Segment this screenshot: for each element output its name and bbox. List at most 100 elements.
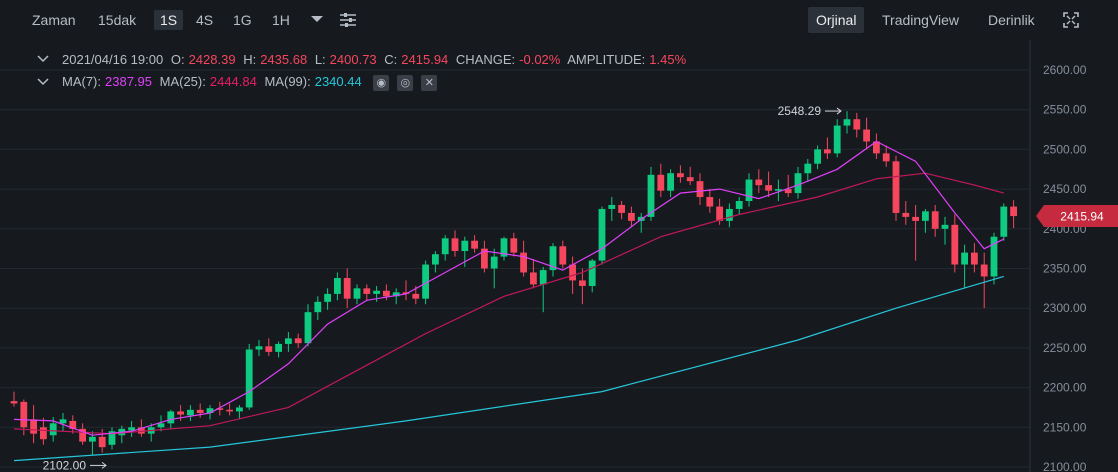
tab-1h[interactable]: 1H [272,12,290,28]
candle-body [157,423,165,428]
candle-body [677,173,684,178]
candle-body [206,408,214,414]
chevron-down-icon[interactable] [37,53,49,65]
candle-body [343,278,351,299]
candle-body [598,208,606,261]
candle-body [686,177,694,182]
y-tick-label: 2200.00 [1043,381,1087,395]
candle-body [628,212,635,221]
eye-icon[interactable]: ◉ [373,74,390,91]
ohlc-date: 2021/04/16 19:00 [62,52,164,67]
candle-body [618,204,625,213]
ohlc-legend: 2021/04/16 19:00 O: 2428.39 H: 2435.68 L: 2… [62,52,690,67]
y-tick-label: 2150.00 [1043,420,1087,434]
candle-body [89,436,96,442]
tab-derinlik[interactable]: Derinlik [988,12,1035,28]
fullscreen-icon[interactable] [1062,11,1080,31]
hi-lo-markers: 2548.29 2102.00 [43,104,842,472]
low-label: L: [314,52,326,67]
open-label: O: [170,52,185,67]
candle-body [549,246,557,271]
candle-body [873,141,880,154]
candle-body [922,211,929,221]
candle-body [657,174,665,191]
candle-body [833,125,841,154]
close-icon[interactable]: ✕ [421,74,438,91]
tab-15dak[interactable]: 15dak [98,12,137,28]
candle-body [980,264,988,277]
candle-body [236,407,243,412]
tab-4s[interactable]: 4S [196,12,214,28]
candle-body [961,252,968,265]
change-value: -0.02% [519,52,561,67]
candle-body [481,248,488,269]
candle-body [588,260,596,286]
candle-body [500,238,508,257]
close-label: C: [384,52,398,67]
ma7-value: 2387.95 [105,74,152,89]
candle-body [608,204,616,209]
candle-body [745,179,753,202]
candle-body [187,409,194,416]
tab-1s[interactable]: 1S [154,10,184,30]
candle-body [49,423,57,436]
ma25-line [13,172,1004,435]
high-marker-label: 2548.29 [778,104,822,118]
candle-body [177,411,184,415]
candle-body [334,278,341,294]
open-value: 2428.39 [188,52,236,67]
candle-body [461,240,469,252]
candle-body [490,256,498,269]
candle-body [59,419,67,424]
candle-body [902,212,910,217]
interval-dropdown-icon[interactable] [310,14,324,34]
candle-body [20,401,28,428]
candle-body [324,293,331,302]
candle-body [804,163,812,174]
candle-body [843,119,851,126]
candle-body [285,338,292,344]
y-tick-label: 2300.00 [1043,301,1087,315]
y-tick-label: 2550.00 [1043,103,1087,117]
low-marker-label: 2102.00 [43,458,87,472]
candle-body [912,216,919,221]
last-price-label: 2415.94 [1060,210,1104,224]
candle-body [824,149,831,154]
candle-body [765,185,772,191]
candle-body [314,301,322,313]
ma99-label: MA(99): [264,74,311,89]
chevron-down-icon[interactable] [37,76,49,88]
candle-body [647,174,655,217]
candle-body [667,173,674,191]
candle-body [30,419,37,434]
low-marker-arrowhead [101,462,107,469]
candle-body [98,436,106,448]
toolbar: Zaman 15dak 1S 4S 1G 1H Orjinal TradingV… [0,0,1118,40]
settings-icon[interactable]: ◎ [397,74,414,91]
ma99-value: 2340.44 [314,74,362,89]
tab-orjinal[interactable]: Orjinal [808,7,865,33]
candle-body [755,179,763,186]
candle-body [363,288,371,294]
candle-body [451,238,459,252]
candle-body [79,428,86,442]
tab-zaman[interactable]: Zaman [32,12,76,28]
candle-body [520,252,527,273]
candle-body [255,346,263,350]
close-value: 2415.94 [401,52,449,67]
low-value: 2400.73 [329,52,377,67]
settings-sliders-icon[interactable] [339,11,357,31]
candle-body [1000,206,1008,237]
candle-body [40,427,47,440]
candle-body [559,246,567,265]
tab-1g[interactable]: 1G [233,12,252,28]
candle-body [941,224,949,229]
candle-body [1010,206,1017,217]
y-axis: 2600.002550.002500.002450.002400.002350.… [1043,63,1087,472]
candle-body [735,201,743,209]
candle-body [353,288,361,299]
tab-tradingview[interactable]: TradingView [882,12,960,28]
candle-body [245,349,253,408]
candle-body [294,338,302,344]
candle-body [539,270,547,285]
